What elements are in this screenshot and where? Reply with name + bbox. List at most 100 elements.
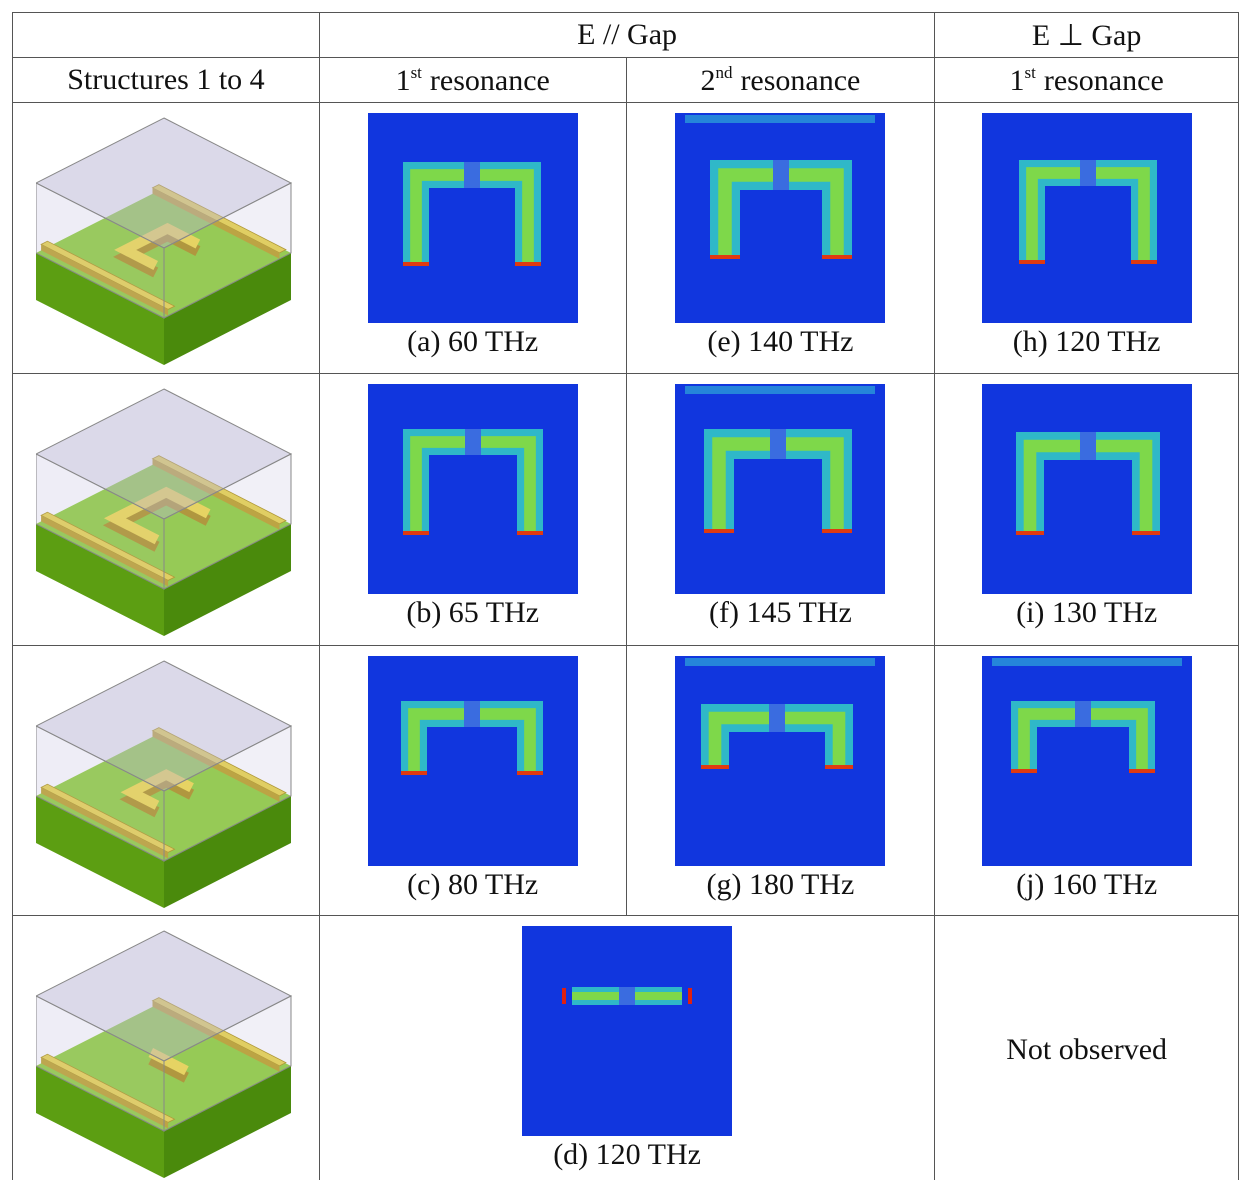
ring-shadow bbox=[119, 775, 195, 818]
map-background bbox=[981, 113, 1192, 323]
slab-front-left bbox=[35, 796, 164, 908]
field-end bbox=[1128, 769, 1155, 773]
caption: (h) 120 THz bbox=[1012, 325, 1161, 358]
caption: (j) 160 THz bbox=[1016, 868, 1158, 901]
field-end bbox=[1131, 531, 1160, 535]
gap-field bbox=[1079, 160, 1096, 186]
map-background bbox=[675, 113, 886, 323]
field-end bbox=[1015, 531, 1044, 535]
box-right bbox=[163, 453, 292, 590]
table-row: (c) 80 THz (g) 180 THz (j) 160 THz bbox=[12, 645, 1239, 916]
figure-table: E // Gap E ⊥ Gap Structures 1 to 4 1st re… bbox=[12, 12, 1239, 1180]
map-cell: (f) 145 THz bbox=[625, 373, 936, 646]
map-cell: (h) 120 THz bbox=[934, 102, 1239, 374]
field-end bbox=[402, 262, 429, 266]
structure-cell bbox=[12, 915, 320, 1180]
field-end bbox=[825, 765, 854, 769]
structure-drawing bbox=[35, 660, 293, 908]
caption: (c) 80 THz bbox=[407, 868, 539, 901]
header-cell: E ⊥ Gap bbox=[934, 12, 1239, 58]
gap-field bbox=[773, 160, 790, 190]
ordinal-suffix: st bbox=[410, 62, 422, 82]
map-cell: (i) 130 THz bbox=[934, 373, 1239, 646]
map-background bbox=[522, 926, 733, 1136]
top-field bbox=[991, 658, 1182, 666]
header-text: resonance bbox=[740, 63, 861, 97]
map-cell: (j) 160 THz bbox=[934, 645, 1239, 916]
field-end bbox=[1010, 769, 1037, 773]
field-end bbox=[516, 531, 543, 535]
field-map bbox=[675, 384, 886, 594]
gap-field bbox=[1074, 701, 1091, 727]
slab-front-right bbox=[163, 796, 291, 908]
caption: (g) 180 THz bbox=[706, 868, 855, 901]
map-background bbox=[367, 656, 578, 866]
field-end bbox=[1018, 260, 1045, 264]
gap-field bbox=[770, 429, 787, 459]
caption: (i) 130 THz bbox=[1016, 596, 1158, 629]
map-background bbox=[367, 384, 578, 594]
caption: (a) 60 THz bbox=[407, 325, 539, 358]
slab-front-right bbox=[163, 524, 291, 636]
field-end bbox=[402, 531, 429, 535]
rail-side bbox=[41, 1057, 169, 1129]
rail-side bbox=[41, 787, 169, 859]
structure-drawing bbox=[35, 117, 293, 365]
map-cell: (g) 180 THz bbox=[625, 645, 936, 916]
field-map bbox=[981, 656, 1192, 866]
header-text: resonance bbox=[1043, 63, 1164, 97]
box-right bbox=[163, 995, 292, 1132]
caption: (b) 65 THz bbox=[406, 596, 540, 629]
header-cell: 1st resonance bbox=[318, 57, 627, 103]
slab-front-left bbox=[35, 524, 164, 636]
gap-field bbox=[463, 701, 480, 727]
field-map bbox=[367, 384, 578, 594]
field-end bbox=[710, 255, 741, 259]
box-right bbox=[163, 725, 292, 862]
field-map bbox=[367, 113, 578, 323]
ordinal: 1 bbox=[395, 63, 411, 97]
map-background bbox=[367, 113, 578, 323]
gap-field bbox=[463, 162, 480, 188]
slab-front-left bbox=[35, 1066, 164, 1178]
slab-front-left bbox=[35, 253, 164, 365]
map-cell: (c) 80 THz bbox=[318, 645, 627, 916]
field-map bbox=[522, 926, 733, 1136]
field-end bbox=[822, 529, 853, 533]
field-end bbox=[516, 771, 543, 775]
map-cell: (b) 65 THz bbox=[318, 373, 627, 646]
header-text: resonance bbox=[429, 63, 550, 97]
note-cell: Not observed bbox=[934, 915, 1239, 1180]
map-background bbox=[981, 384, 1192, 594]
map-cell: (d) 120 THz bbox=[318, 915, 936, 1180]
header-cell: Structures 1 to 4 bbox=[12, 57, 320, 103]
header-cell: 1st resonance bbox=[934, 57, 1239, 103]
rail-side bbox=[41, 515, 169, 587]
gap-field bbox=[1079, 432, 1096, 460]
header-cell: E // Gap bbox=[318, 12, 936, 58]
ordinal: 2 bbox=[700, 63, 716, 97]
rail-side bbox=[41, 244, 169, 316]
header-cell: 2nd resonance bbox=[625, 57, 936, 103]
ring-shadow bbox=[102, 493, 211, 552]
box-right bbox=[163, 182, 292, 319]
structure-drawing bbox=[35, 930, 293, 1178]
gap-field bbox=[619, 987, 636, 1005]
slab-front-right bbox=[163, 1066, 291, 1178]
field-end bbox=[400, 771, 427, 775]
ordinal: 1 bbox=[1009, 63, 1025, 97]
field-end bbox=[822, 255, 853, 259]
structure-cell bbox=[12, 102, 320, 374]
field-end bbox=[514, 262, 541, 266]
empty-cell bbox=[12, 12, 320, 58]
structure-drawing bbox=[35, 388, 293, 636]
caption: (d) 120 THz bbox=[553, 1138, 701, 1171]
top-field bbox=[685, 658, 876, 666]
field-map bbox=[981, 384, 1192, 594]
structure-cell bbox=[12, 373, 320, 646]
table-row: (b) 65 THz (f) 145 THz (i) 130 THz bbox=[12, 373, 1239, 646]
field-map bbox=[675, 113, 886, 323]
ordinal-suffix: st bbox=[1024, 62, 1036, 82]
top-field bbox=[685, 115, 876, 123]
